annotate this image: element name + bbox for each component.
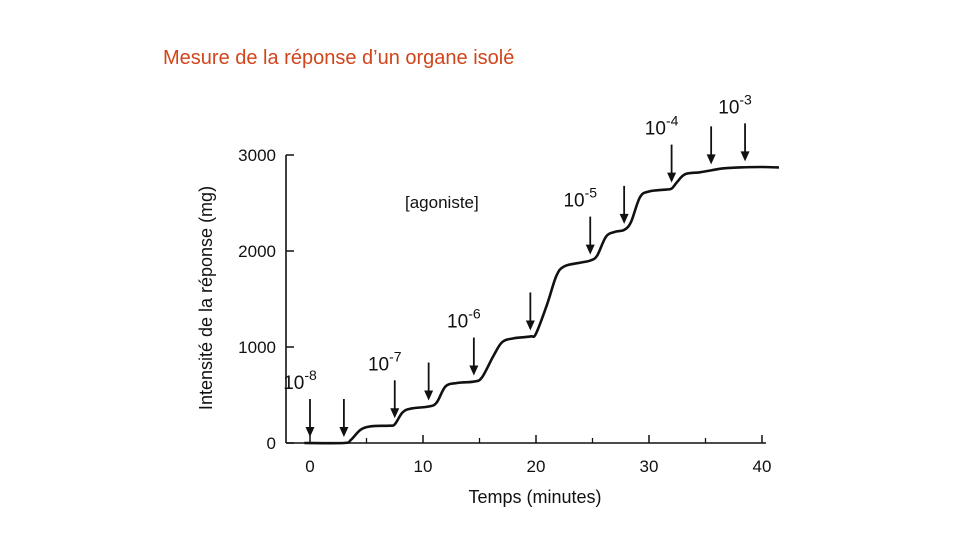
dose-arrow xyxy=(305,399,315,437)
x-tick-label: 40 xyxy=(753,457,772,476)
dose-label: 10-7 xyxy=(368,348,402,375)
dose-arrow xyxy=(585,216,595,255)
x-tick-label: 20 xyxy=(527,457,546,476)
dose-label: 10-6 xyxy=(447,306,481,333)
x-tick-label: 30 xyxy=(640,457,659,476)
slide-title: Mesure de la réponse d’un organe isolé xyxy=(163,47,515,69)
y-tick-label: 1000 xyxy=(238,338,276,357)
dose-arrow xyxy=(740,123,750,162)
y-axis-label: Intensité de la réponse (mg) xyxy=(196,186,216,410)
y-tick-label: 2000 xyxy=(238,242,276,261)
chart-ticks: 0 10 20 30 40 0 1000 2000 3000 xyxy=(238,146,771,476)
response-curve xyxy=(304,165,779,445)
dose-arrows: 10-8 10-7 10-6 10-5 10-4 10-3 xyxy=(283,91,752,437)
dose-label: 10-5 xyxy=(563,185,597,212)
x-tick-label: 0 xyxy=(305,457,314,476)
dose-label: 10-3 xyxy=(718,91,752,118)
dose-arrow xyxy=(424,362,434,401)
y-tick-label: 3000 xyxy=(238,146,276,165)
dose-arrow xyxy=(706,126,716,165)
dose-arrow xyxy=(390,380,400,419)
chart-axes xyxy=(285,155,766,444)
dose-arrow xyxy=(667,144,677,183)
dose-arrow xyxy=(469,337,479,376)
dose-label: 10-8 xyxy=(283,367,317,394)
y-tick-label: 0 xyxy=(267,434,276,453)
x-axis-label: Temps (minutes) xyxy=(468,487,601,507)
agonist-annotation: [agoniste] xyxy=(405,193,479,212)
dose-arrow xyxy=(339,399,349,437)
x-tick-label: 10 xyxy=(414,457,433,476)
dose-label: 10-4 xyxy=(645,113,679,140)
dose-arrow xyxy=(619,185,629,224)
dose-arrow xyxy=(525,292,535,331)
